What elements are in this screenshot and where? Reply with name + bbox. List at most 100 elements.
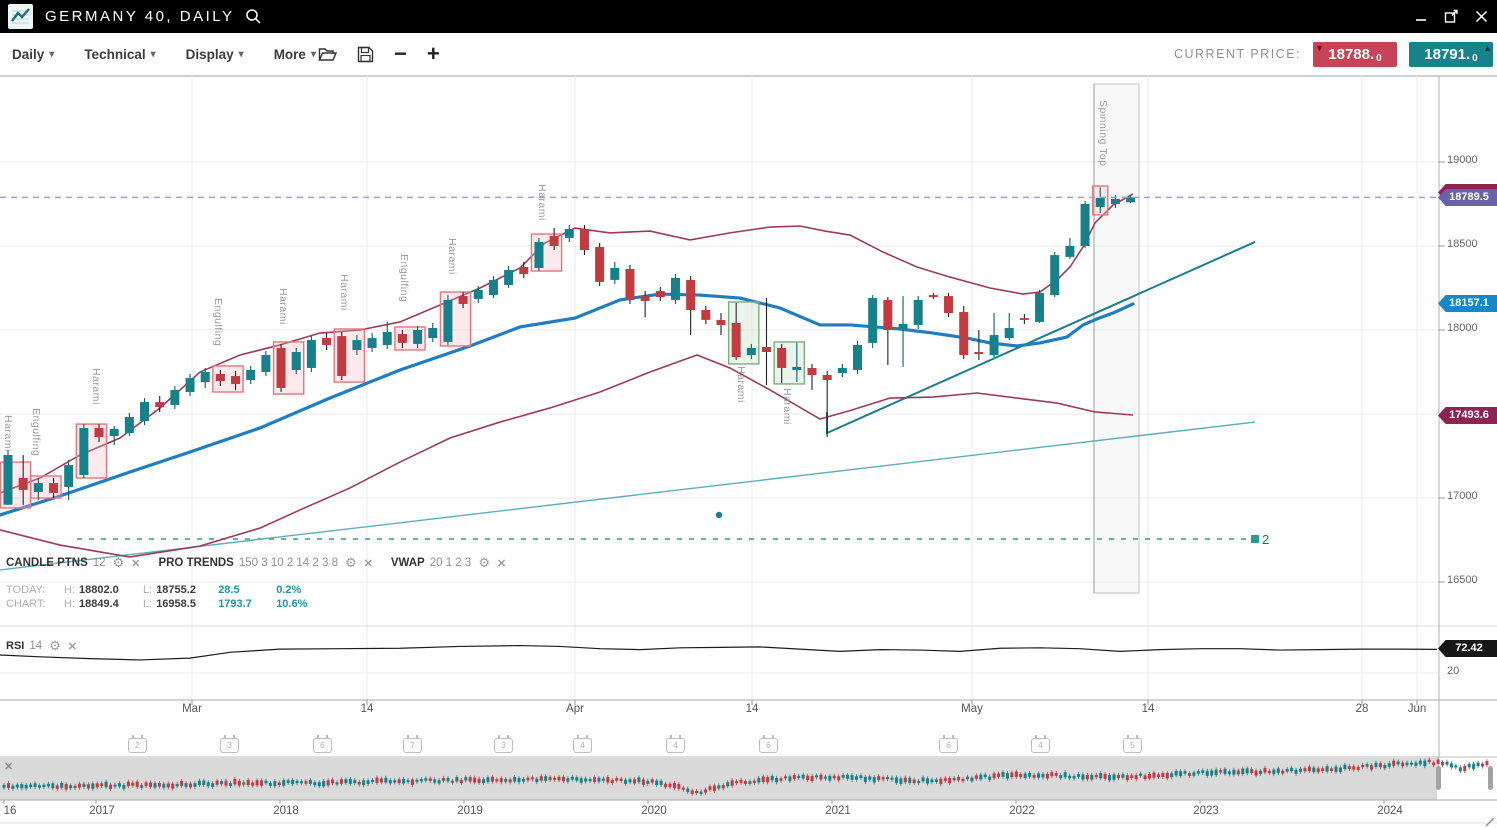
chart-change-pct: 10.6% [276, 598, 308, 610]
settings-gear-icon[interactable]: ⚙ [478, 555, 490, 570]
x-axis-label: 14 [1141, 703, 1155, 715]
low-label: L: [143, 598, 153, 610]
pattern-label: Engulfing [30, 408, 42, 457]
vwap-params: 20 1 2 3 [429, 557, 472, 569]
menu-more-label: More [273, 46, 306, 62]
candle-ptns-name: CANDLE PTNS [6, 557, 88, 569]
menu-technical[interactable]: Technical ▾ [84, 47, 155, 62]
grid-layer [0, 76, 1439, 700]
toolbar-menus: Daily ▾ Technical ▾ Display ▾ More ▾ [12, 33, 316, 75]
navigator-close-icon[interactable]: ✕ [4, 761, 14, 773]
x-axis-label: Apr [566, 703, 584, 715]
calendar-badge[interactable]: 4 [1031, 735, 1050, 753]
trendline-primary [826, 241, 1256, 435]
window-controls [1413, 0, 1489, 33]
y-axis-label: 18000 [1447, 322, 1478, 334]
today-change-pct: 0.2% [276, 584, 302, 596]
chart-area: 2 19000185001800017500170001650020Mar14A… [0, 76, 1497, 828]
calendar-badge[interactable]: 4 [573, 735, 592, 753]
upper-band-line [0, 193, 1134, 494]
close-button[interactable] [1473, 9, 1489, 25]
remove-indicator-icon[interactable]: ✕ [131, 557, 141, 570]
resize-handle-icon [1485, 817, 1495, 827]
calendar-badge[interactable]: 3 [494, 735, 513, 753]
vwap-name: VWAP [390, 557, 425, 569]
year-label: 2023 [1193, 805, 1219, 817]
minimize-button[interactable] [1413, 9, 1429, 25]
pattern-label: Harami [2, 415, 14, 452]
lower-band-line [0, 354, 1134, 558]
rsi-axis-label: 20 [1447, 665, 1460, 677]
chart-canvas[interactable]: 2 [0, 76, 1497, 828]
remove-indicator-icon[interactable]: ✕ [67, 640, 78, 653]
rsi-params: 14 [29, 640, 43, 652]
navigator-handle [1488, 766, 1493, 790]
x-axis-label: 14 [360, 703, 374, 715]
bid-price-value: 18788. [1328, 45, 1375, 63]
calendar-badge[interactable]: 3 [220, 735, 239, 753]
search-icon[interactable] [245, 8, 262, 25]
pattern-label: Harami [735, 366, 747, 403]
y-axis-label: 18500 [1447, 238, 1478, 250]
chevron-down-icon: ▾ [49, 48, 55, 60]
menu-more[interactable]: More ▾ [274, 47, 316, 62]
calendar-badge[interactable]: 6 [939, 735, 958, 753]
today-high: 18802.0 [79, 584, 119, 596]
zoom-out-button[interactable]: − [394, 41, 407, 66]
remove-indicator-icon[interactable]: ✕ [496, 557, 507, 570]
x-axis-label: 28 [1355, 703, 1369, 715]
candle-ptns-params: 12 [92, 557, 106, 569]
high-label: H: [64, 584, 75, 596]
calendar-badge[interactable]: 7 [403, 735, 422, 753]
save-icon[interactable] [357, 46, 374, 63]
settings-gear-icon[interactable]: ⚙ [49, 638, 61, 653]
pro-trends-params: 150 3 10 2 14 2 3 8 [238, 557, 338, 569]
today-label: TODAY: [6, 584, 46, 596]
arrow-down-icon: ▾ [1317, 42, 1323, 54]
chart-change: 1793.7 [218, 598, 252, 610]
calendar-badge[interactable]: 4 [666, 735, 685, 753]
menu-display[interactable]: Display ▾ [186, 47, 244, 62]
year-label: 2018 [273, 805, 299, 817]
pattern-label: Harami [446, 238, 458, 275]
candles-layer [3, 187, 1136, 506]
indicator-legend-row: CANDLE PTNS 12 ⚙ ✕ PRO TRENDS 150 3 10 2… [6, 555, 506, 571]
calendar-badge[interactable]: 6 [313, 735, 332, 753]
menu-technical-label: Technical [84, 46, 146, 62]
rsi-legend-row: RSI 14 ⚙ ✕ [6, 638, 77, 654]
open-folder-icon[interactable] [318, 46, 337, 62]
year-label: 2022 [1009, 805, 1035, 817]
chevron-down-icon: ▾ [238, 48, 244, 60]
pattern-label: Harami [90, 368, 102, 405]
pattern-label: Engulfing [212, 298, 224, 347]
menu-display-label: Display [185, 46, 234, 62]
bid-price-badge: ▾ 18788. 0 [1313, 41, 1397, 67]
menu-daily[interactable]: Daily ▾ [12, 47, 54, 62]
year-label: 2019 [457, 805, 483, 817]
chart-label: CHART: [6, 598, 46, 610]
chart-low: 16958.5 [156, 598, 196, 610]
remove-indicator-icon[interactable]: ✕ [363, 557, 373, 570]
settings-gear-icon[interactable]: ⚙ [112, 555, 125, 570]
popout-button[interactable] [1443, 9, 1459, 25]
year-label: 2021 [825, 805, 851, 817]
zoom-in-button[interactable]: + [426, 41, 440, 66]
today-stats-row: TODAY: H: 18802.0 L: 18755.2 28.5 0.2% [6, 584, 328, 596]
moving-average-line [0, 292, 1135, 517]
rsi-name: RSI [6, 640, 25, 652]
calendar-badge[interactable]: 5 [1123, 735, 1142, 753]
calendar-badge[interactable]: 2 [128, 735, 147, 753]
rsi-value-tag: 72.42 [1438, 640, 1497, 657]
spinning-top-label: Spinning Top [1097, 100, 1109, 167]
calendar-badge[interactable]: 6 [759, 735, 778, 753]
x-axis-label: Mar [182, 703, 202, 715]
ask-price-value: 18791. [1424, 45, 1471, 63]
x-axis-label: May [961, 703, 983, 715]
menu-daily-label: Daily [12, 46, 45, 62]
trendline-secondary [0, 421, 1256, 571]
year-label: 2024 [1377, 805, 1403, 817]
year-label: 2020 [641, 805, 667, 817]
pattern-label: Harami [536, 184, 548, 221]
today-low: 18755.2 [156, 584, 196, 596]
settings-gear-icon[interactable]: ⚙ [344, 555, 357, 570]
